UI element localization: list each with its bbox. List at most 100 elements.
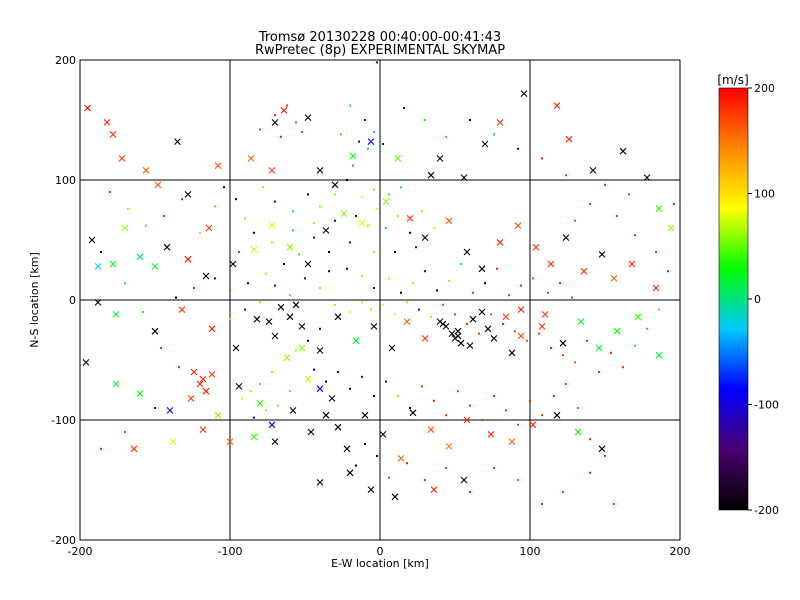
data-point-dot <box>517 147 519 150</box>
data-point-dot <box>505 409 507 412</box>
data-point-dot <box>289 390 291 393</box>
data-point-x <box>487 431 495 438</box>
data-point-x <box>286 243 294 251</box>
data-point-dot <box>361 301 363 304</box>
data-point-dot <box>355 464 357 467</box>
data-point-dot <box>493 467 495 469</box>
data-point-x <box>517 306 525 313</box>
data-point-x <box>109 260 117 268</box>
data-point-dot <box>457 390 459 393</box>
data-point-dot <box>460 263 462 265</box>
y-axis-label: N-S location [km] <box>28 252 41 348</box>
data-point-dot <box>142 311 144 313</box>
data-point-dot <box>160 347 162 349</box>
data-point-dot <box>349 241 351 244</box>
data-point-dot <box>301 131 303 133</box>
plot-area <box>80 60 680 540</box>
data-point-x <box>178 306 186 313</box>
data-point-x <box>271 119 279 126</box>
data-point-dot <box>277 404 279 407</box>
data-point-x <box>460 174 468 181</box>
data-point-x <box>652 284 660 292</box>
data-point-x <box>628 260 636 268</box>
data-point-x <box>304 375 312 383</box>
data-point-dot <box>541 414 543 417</box>
data-point-x <box>538 323 546 330</box>
data-point-dot <box>181 198 183 201</box>
data-point-x <box>454 327 462 335</box>
chart-subtitle: RwPretec (8p) EXPERIMENTAL SKYMAP <box>255 43 505 58</box>
data-point-x <box>112 311 120 318</box>
data-point-dot <box>361 275 363 277</box>
data-point-dot <box>364 119 366 121</box>
data-point-x <box>589 167 597 174</box>
data-point-dot <box>304 277 306 280</box>
data-point-x <box>118 155 126 162</box>
data-point-x <box>88 236 96 244</box>
data-point-x <box>352 337 360 345</box>
data-point-dot <box>334 193 336 196</box>
data-point-dot <box>298 253 300 256</box>
data-point-x <box>460 476 468 484</box>
data-point-dot <box>376 455 378 457</box>
data-point-dot <box>193 287 195 289</box>
data-point-x <box>109 131 117 138</box>
data-point-dot <box>424 119 426 121</box>
data-point-dot <box>265 409 267 412</box>
data-point-x <box>214 411 222 419</box>
data-point-x <box>136 390 144 397</box>
data-point-dot <box>577 407 579 409</box>
data-point-dot <box>406 462 408 465</box>
data-point-dot <box>574 219 576 222</box>
data-point-dot <box>442 303 444 306</box>
data-point-x <box>187 395 195 402</box>
data-point-dot <box>259 301 261 304</box>
data-point-dot <box>667 270 669 273</box>
data-point-dot <box>490 313 492 316</box>
data-point-dot <box>352 164 354 167</box>
data-point-dot <box>319 205 321 208</box>
data-point-dot <box>274 114 276 117</box>
data-point-dot <box>367 224 369 227</box>
data-point-dot <box>124 282 126 285</box>
data-point-dot <box>604 455 606 457</box>
data-point-x <box>367 138 375 145</box>
data-point-dot <box>565 383 567 385</box>
data-point-x <box>154 181 162 189</box>
data-point-dot <box>253 231 255 234</box>
data-point-dot <box>283 263 285 265</box>
data-point-x <box>316 479 324 486</box>
data-point-dot <box>334 219 336 222</box>
data-point-x <box>84 104 91 112</box>
data-point-x <box>328 395 336 402</box>
colorbar-tick-label: 0 <box>754 293 761 306</box>
data-point-x <box>214 162 222 169</box>
data-point-dot <box>397 215 399 217</box>
data-point-x <box>427 426 435 433</box>
data-point-dot <box>469 119 471 121</box>
data-point-x <box>142 167 150 174</box>
data-point-dot <box>550 347 552 349</box>
data-point-dot <box>307 193 309 196</box>
data-point-dot <box>598 371 600 373</box>
data-point-x <box>304 260 312 268</box>
data-point-x <box>436 318 444 325</box>
data-point-dot <box>313 236 315 239</box>
data-point-dot <box>481 419 483 421</box>
data-point-dot <box>127 207 129 210</box>
data-point-x <box>598 251 606 258</box>
data-point-dot <box>415 246 417 249</box>
data-point-dot <box>571 296 573 299</box>
y-tick-label: 200 <box>55 54 76 67</box>
data-point-dot <box>658 308 660 311</box>
data-point-dot <box>484 282 486 285</box>
data-point-dot <box>325 380 327 383</box>
y-tick-label: 100 <box>55 174 76 187</box>
data-point-x <box>547 260 555 268</box>
data-point-x <box>367 486 375 493</box>
data-point-x <box>382 198 390 205</box>
data-point-dot <box>358 140 360 143</box>
data-point-x <box>427 171 435 179</box>
data-point-dot <box>514 330 516 333</box>
data-point-dot <box>529 399 531 402</box>
